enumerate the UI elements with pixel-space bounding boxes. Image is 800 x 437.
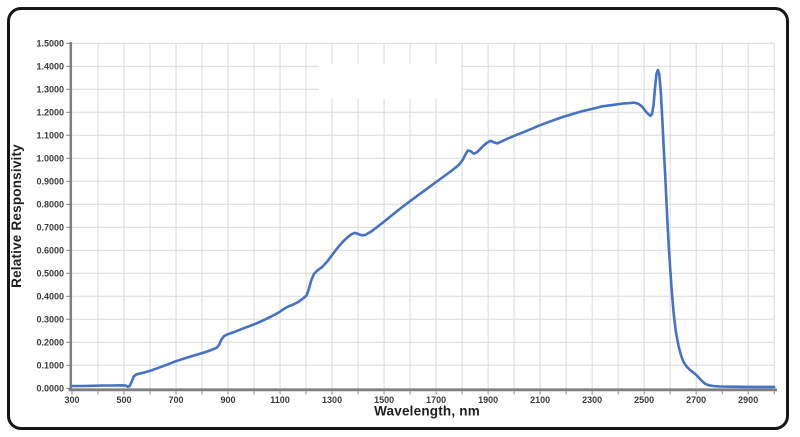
x-tick-label: 2100 — [530, 395, 550, 405]
x-tick-label: 500 — [116, 395, 131, 405]
y-tick-label: 0.6000 — [36, 246, 64, 256]
y-tick-label: 1.3000 — [36, 85, 64, 95]
x-tick-label: 700 — [169, 395, 184, 405]
x-tick-label: 1700 — [426, 395, 446, 405]
erased-label-patch — [319, 64, 462, 99]
x-tick-label: 900 — [221, 395, 236, 405]
x-tick-label: 2300 — [582, 395, 602, 405]
x-axis-title: Wavelength, nm — [374, 404, 480, 419]
x-tick-label: 2500 — [634, 395, 654, 405]
y-tick-label: 0.8000 — [36, 200, 64, 210]
y-tick-label: 0.9000 — [36, 177, 64, 187]
tick-labels-layer: 300 500 700 900 1100 1300 1500 1700 1900 2100 2300… — [36, 39, 758, 406]
y-axis-title: Relative Responsivity — [9, 144, 24, 288]
y-tick-label: 0.7000 — [36, 223, 64, 233]
y-tick-label: 0.5000 — [36, 269, 64, 279]
x-tick-label: 1900 — [478, 395, 498, 405]
x-tick-label: 1500 — [374, 395, 394, 405]
y-tick-label: 0.4000 — [36, 292, 64, 302]
y-tick-label: 0.3000 — [36, 315, 64, 325]
y-tick-label: 1.5000 — [36, 39, 64, 49]
x-tick-label: 2900 — [738, 395, 758, 405]
responsivity-curve — [70, 68, 776, 389]
x-tick-label: 1100 — [270, 395, 290, 405]
y-tick-label: 1.4000 — [36, 62, 64, 72]
chart-frame-border — [7, 7, 789, 430]
x-tick-label: 1300 — [322, 395, 342, 405]
y-tick-label: 0.1000 — [36, 361, 64, 371]
y-tick-label: 0.0000 — [36, 384, 64, 394]
erased-label-patch-layer — [319, 64, 462, 99]
axes-layer — [68, 42, 777, 392]
y-tick-label: 1.2000 — [36, 108, 64, 118]
y-tick-label: 0.2000 — [36, 338, 64, 348]
gridlines-layer — [72, 42, 775, 389]
axis-ticks-layer — [66, 42, 775, 395]
x-tick-label: 2700 — [686, 395, 706, 405]
x-tick-label: 300 — [64, 395, 79, 405]
y-tick-label: 1.1000 — [36, 131, 64, 141]
y-tick-label: 1.0000 — [36, 154, 64, 164]
